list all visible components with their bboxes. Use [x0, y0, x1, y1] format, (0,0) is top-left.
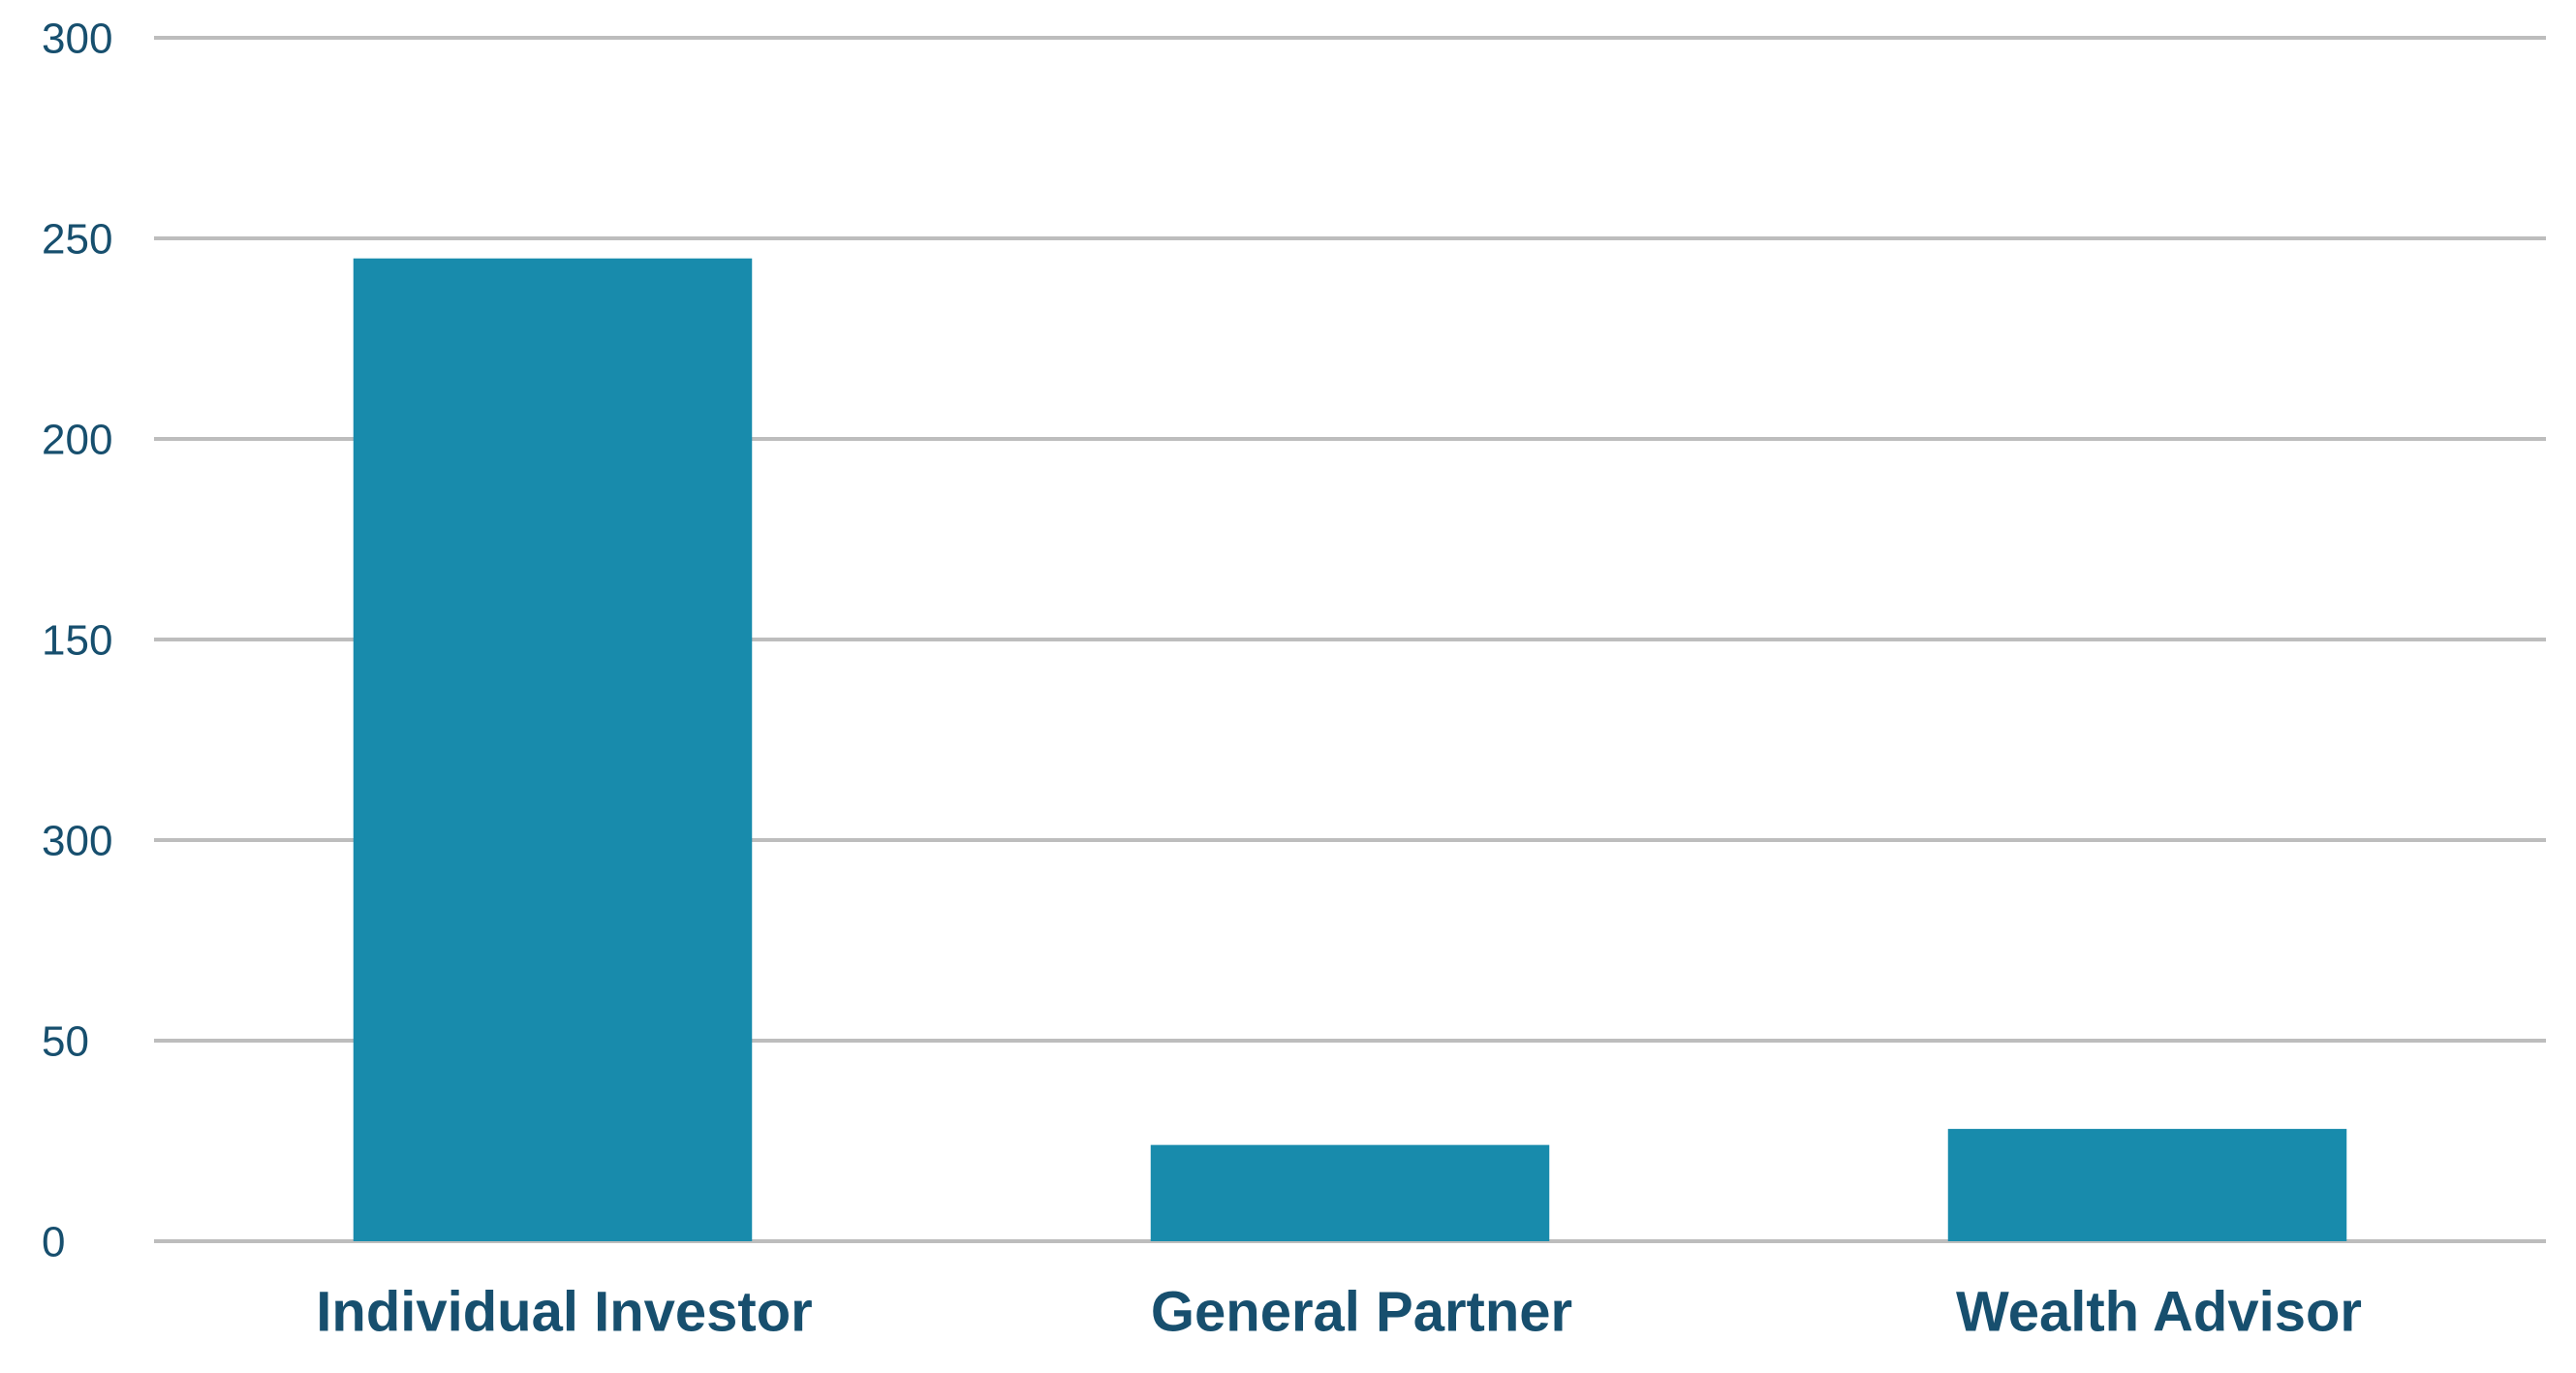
y-tick-label: 0: [42, 1219, 65, 1266]
bar: [353, 258, 753, 1241]
y-tick-label: 300: [42, 16, 112, 63]
bar: [1150, 1144, 1550, 1241]
y-tick-label: 250: [42, 216, 112, 264]
bar: [1947, 1129, 2347, 1241]
y-tick-label: 150: [42, 617, 112, 665]
y-tick-label: 200: [42, 417, 112, 464]
x-tick-label: Individual Investor: [316, 1280, 812, 1343]
x-tick-label: General Partner: [1151, 1280, 1572, 1343]
y-tick-label: 300: [42, 818, 112, 865]
y-tick-label: 50: [42, 1018, 89, 1066]
x-tick-label: Wealth Advisor: [1956, 1280, 2362, 1343]
